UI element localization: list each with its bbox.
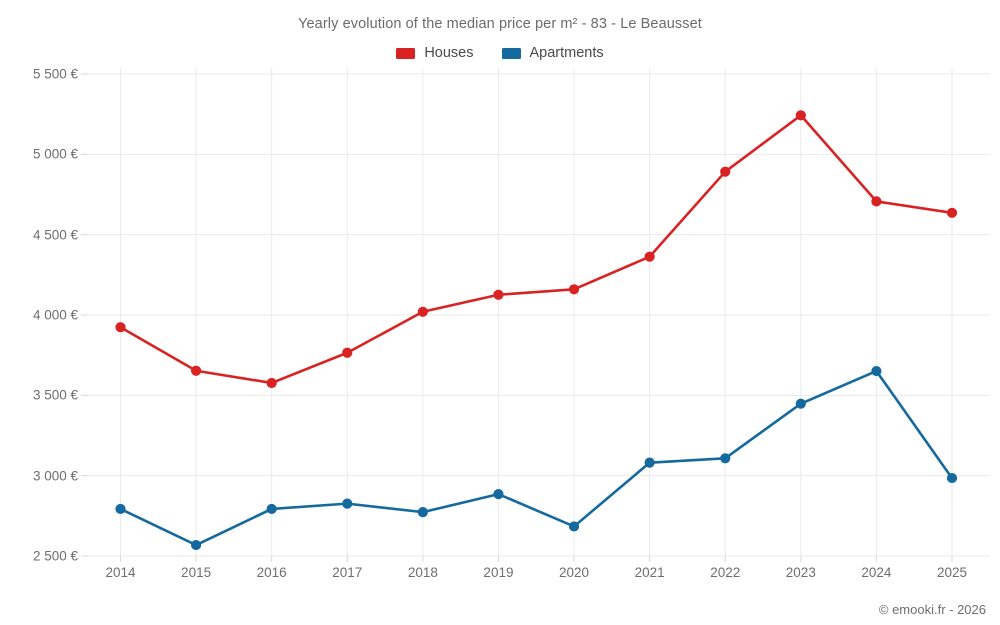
- credit-text: © emooki.fr - 2026: [878, 602, 986, 617]
- data-point-apartments[interactable]: [266, 503, 277, 515]
- data-point-houses[interactable]: [266, 377, 277, 389]
- y-axis-tick-label: 4 000 €: [32, 307, 78, 323]
- x-axis-tick-label: 2022: [710, 565, 741, 580]
- x-axis-tick-label: 2019: [483, 565, 514, 580]
- data-point-apartments[interactable]: [568, 521, 580, 532]
- x-axis-tick-label: 2014: [105, 565, 136, 580]
- data-point-apartments[interactable]: [946, 472, 958, 484]
- x-axis-tick-label: 2025: [936, 565, 968, 580]
- data-point-houses[interactable]: [493, 289, 504, 300]
- data-point-apartments[interactable]: [190, 539, 202, 551]
- chart-legend: Houses Apartments: [0, 45, 1000, 61]
- x-axis-tick-label: 2017: [332, 565, 363, 580]
- page-title: Yearly evolution of the median price per…: [298, 16, 702, 32]
- series-line-apartments: [119, 369, 954, 547]
- y-axis-tick-label: 2 500 €: [32, 548, 78, 564]
- legend-label-houses: Houses: [424, 45, 474, 61]
- x-axis-tick-label: 2018: [407, 565, 438, 580]
- data-point-houses[interactable]: [871, 196, 882, 207]
- y-axis-tick-label: 4 500 €: [32, 227, 78, 243]
- data-point-apartments[interactable]: [115, 503, 126, 515]
- data-point-houses[interactable]: [115, 322, 126, 333]
- data-point-apartments[interactable]: [493, 489, 504, 500]
- x-axis-tick-label: 2023: [785, 565, 816, 580]
- series-line-houses: [119, 113, 954, 385]
- data-point-houses[interactable]: [190, 365, 202, 376]
- x-axis-tick-label: 2015: [181, 565, 212, 580]
- x-axis-tick-label: 2016: [256, 565, 287, 580]
- data-point-houses[interactable]: [568, 284, 580, 295]
- data-point-houses[interactable]: [946, 207, 958, 218]
- legend-swatch-apartments: [501, 47, 521, 59]
- legend-label-apartments: Apartments: [529, 45, 604, 61]
- legend-item-houses[interactable]: Houses: [396, 45, 474, 61]
- data-point-apartments[interactable]: [720, 453, 731, 464]
- data-point-apartments[interactable]: [871, 365, 882, 377]
- y-axis-labels: 5 500 € 5 000 € 4 500 € 4 000 € 3 500 € 3 000…: [0, 0, 88, 625]
- y-axis-tick-label: 3 500 €: [32, 387, 78, 403]
- data-point-apartments[interactable]: [417, 507, 428, 518]
- data-point-houses[interactable]: [644, 251, 655, 262]
- data-point-houses[interactable]: [417, 306, 428, 317]
- data-point-houses[interactable]: [342, 347, 353, 358]
- legend-item-apartments[interactable]: Apartments: [501, 45, 604, 61]
- x-axis-tick-label: 2024: [861, 565, 892, 580]
- x-axis-tick-label: 2020: [559, 565, 590, 580]
- data-point-apartments[interactable]: [795, 398, 806, 409]
- legend-swatch-houses: [396, 47, 416, 59]
- data-point-houses[interactable]: [720, 166, 731, 177]
- data-point-apartments[interactable]: [342, 498, 353, 509]
- y-axis-tick-label: 5 500 €: [32, 66, 78, 82]
- data-point-apartments[interactable]: [644, 457, 655, 468]
- data-point-houses[interactable]: [795, 110, 806, 121]
- y-axis-tick-label: 5 000 €: [32, 146, 78, 162]
- y-axis-tick-label: 3 000 €: [32, 468, 78, 484]
- x-axis-tick-label: 2021: [634, 565, 665, 580]
